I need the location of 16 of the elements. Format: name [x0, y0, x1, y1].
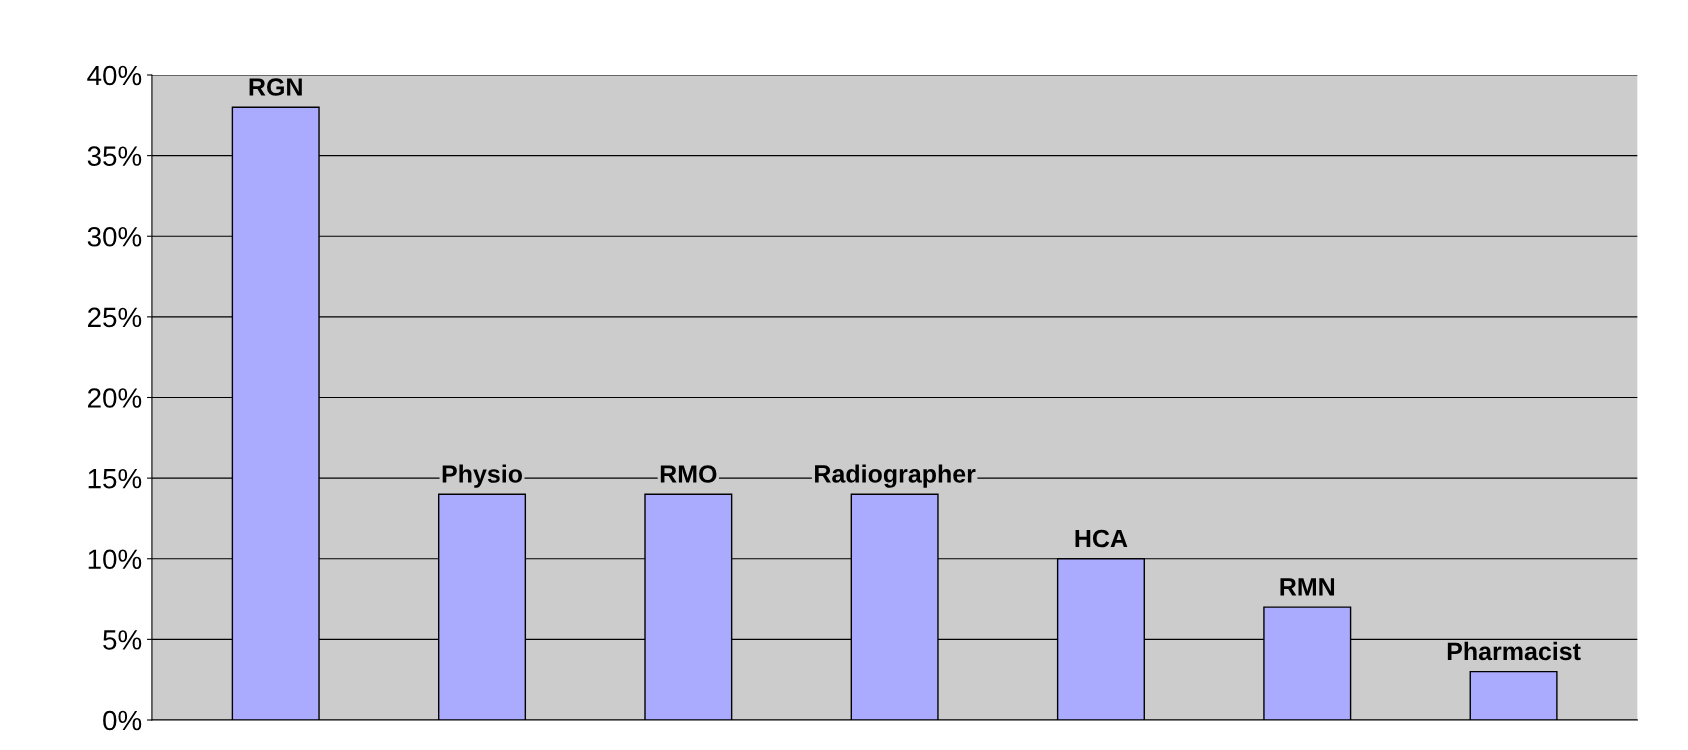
x-tick-label: RMO	[660, 465, 717, 483]
y-tick-label: 15%	[88, 468, 142, 489]
y-tick-label: 30%	[87, 226, 142, 247]
y-tick-label: 20%	[88, 388, 142, 408]
x-tick-label: RGN	[249, 78, 302, 96]
x-tick-label: Radiographer	[815, 464, 976, 488]
x-tick-label: Physio	[442, 464, 523, 488]
x-tick-label: RMN	[1280, 578, 1335, 596]
y-tick-label: 10%	[88, 549, 142, 570]
y-tick-label: 0%	[103, 710, 142, 731]
y-tick-label: 5%	[103, 630, 142, 650]
y-tick-label: 25%	[88, 307, 142, 328]
y-tick-label: 40%	[87, 65, 142, 86]
y-tick-label: 35%	[87, 146, 142, 166]
x-tick-label: HCA	[1075, 529, 1128, 548]
x-tick-label: Pharmacist	[1447, 641, 1581, 661]
